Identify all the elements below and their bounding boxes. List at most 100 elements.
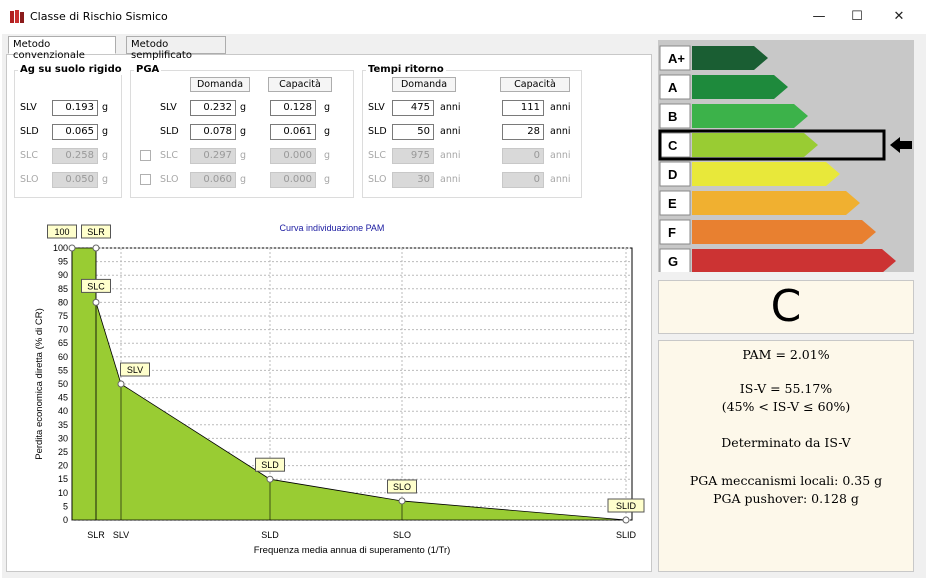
class-label-c: C <box>668 138 678 153</box>
close-button[interactable]: ✕ <box>893 9 905 24</box>
pga-capacity-unit: g <box>324 174 331 185</box>
class-label-e: E <box>668 196 677 211</box>
pam-value: PAM = 2.01% <box>742 347 830 362</box>
minimize-button[interactable]: — <box>812 9 826 24</box>
x-tick-label: SLID <box>616 530 637 540</box>
ag-unit: g <box>102 150 109 161</box>
point-label: SLC <box>87 281 105 291</box>
class-label-box <box>659 190 691 216</box>
y-tick-label: 35 <box>58 420 68 430</box>
pga-demand-unit: g <box>240 126 247 137</box>
determined-by: Determinato da IS-V <box>721 435 851 450</box>
class-label-a: A <box>668 80 678 95</box>
point-label: SLV <box>127 365 143 375</box>
tr-demand-field: 30 <box>392 172 434 188</box>
pga-demand-header[interactable]: Domanda <box>190 77 250 92</box>
x-tick-label: SLD <box>261 530 279 540</box>
x-tick-label: SLR <box>87 530 105 540</box>
y-tick-label: 20 <box>58 461 68 471</box>
tr-demand-header[interactable]: Domanda <box>392 77 456 92</box>
point-label-box <box>120 362 150 377</box>
pga-demand-field[interactable]: 0.078 <box>190 124 236 140</box>
isv-range: (45% < IS-V ≤ 60%) <box>721 399 851 414</box>
class-label-box <box>659 161 691 187</box>
ag-unit: g <box>102 126 109 137</box>
class-arrow-g <box>692 249 896 272</box>
point-slr <box>92 244 100 252</box>
point-slid <box>622 516 630 524</box>
tr-capacity-field[interactable]: 28 <box>502 124 544 140</box>
tr-demand-field[interactable]: 50 <box>392 124 434 140</box>
tr-capacity-field: 0 <box>502 172 544 188</box>
tab-metodo-convenzionale[interactable]: Metodo convenzionale <box>8 36 116 61</box>
tr-demand-unit: anni <box>440 102 461 113</box>
class-arrow-f <box>692 220 876 244</box>
tr-capacity-unit: anni <box>550 102 571 113</box>
y-tick-label: 85 <box>58 284 68 294</box>
class-arrow-c <box>692 133 818 157</box>
ag-group-title: Ag su suolo rigido <box>18 64 124 75</box>
tr-capacity-field: 0 <box>502 148 544 164</box>
ag-value-field[interactable]: 0.065 <box>52 124 98 140</box>
y-tick-label: 70 <box>58 325 68 335</box>
y-tick-label: 5 <box>63 501 68 511</box>
y-tick-label: 90 <box>58 270 68 280</box>
ag-row-label: SLV <box>20 102 37 113</box>
class-label-a+: A+ <box>668 51 685 66</box>
tr-capacity-field[interactable]: 111 <box>502 100 544 116</box>
pga-row-label: SLV <box>160 102 177 113</box>
ag-value-field[interactable]: 0.193 <box>52 100 98 116</box>
y-tick-label: 40 <box>58 406 68 416</box>
y-tick-label: 50 <box>58 379 68 389</box>
pga-demand-field: 0.060 <box>190 172 236 188</box>
pga-row-checkbox[interactable] <box>140 150 151 161</box>
pga-capacity-field: 0.000 <box>270 148 316 164</box>
tr-group <box>362 70 582 198</box>
pga-row-label: SLC <box>160 150 178 161</box>
tr-demand-unit: anni <box>440 174 461 185</box>
point-label: 100 <box>54 227 69 237</box>
tr-demand-unit: anni <box>440 150 461 161</box>
maximize-button[interactable]: ☐ <box>851 9 863 24</box>
y-tick-label: 45 <box>58 393 68 403</box>
class-label-d: D <box>668 167 677 182</box>
tr-demand-field[interactable]: 475 <box>392 100 434 116</box>
class-label-f: F <box>668 225 676 240</box>
tr-capacity-header[interactable]: Capacità <box>500 77 570 92</box>
class-arrow-e <box>692 191 860 215</box>
pga-capacity-field: 0.000 <box>270 172 316 188</box>
pga-row-checkbox[interactable] <box>140 174 151 185</box>
class-label-box <box>659 74 691 100</box>
pga-capacity-field[interactable]: 0.128 <box>270 100 316 116</box>
ag-value-field: 0.050 <box>52 172 98 188</box>
y-tick-label: 80 <box>58 297 68 307</box>
chart-title: Curva individuazione PAM <box>280 223 385 233</box>
pga-pushover: PGA pushover: 0.128 g <box>713 491 859 506</box>
pga-capacity-header[interactable]: Capacità <box>268 77 332 92</box>
class-label-box <box>659 248 691 272</box>
y-tick-label: 0 <box>63 515 68 525</box>
ag-unit: g <box>102 102 109 113</box>
isv-value: IS-V = 55.17% <box>739 381 833 396</box>
pga-row-label: SLD <box>160 126 179 137</box>
tab-metodo-semplificato[interactable]: Metodo semplificato <box>126 36 226 61</box>
point-label-box <box>47 224 77 239</box>
x-axis-label: Frequenza media annua di superamento (1/… <box>254 545 451 556</box>
y-axis-label: Perdita economica diretta (% di CR) <box>34 308 45 460</box>
point-slc <box>92 298 100 306</box>
y-tick-label: 60 <box>58 352 68 362</box>
y-tick-label: 30 <box>58 433 68 443</box>
y-tick-label: 75 <box>58 311 68 321</box>
x-tick-label: SLO <box>393 530 411 540</box>
ag-unit: g <box>102 174 109 185</box>
point-label: SLR <box>87 227 105 237</box>
window-title: Classe di Rischio Sismico <box>30 10 168 23</box>
pga-demand-field: 0.297 <box>190 148 236 164</box>
pga-demand-field[interactable]: 0.232 <box>190 100 236 116</box>
risk-class-result: C <box>658 280 914 334</box>
pga-capacity-field[interactable]: 0.061 <box>270 124 316 140</box>
y-tick-label: 55 <box>58 365 68 375</box>
class-label-box <box>659 45 691 71</box>
point-label-box <box>607 498 645 513</box>
